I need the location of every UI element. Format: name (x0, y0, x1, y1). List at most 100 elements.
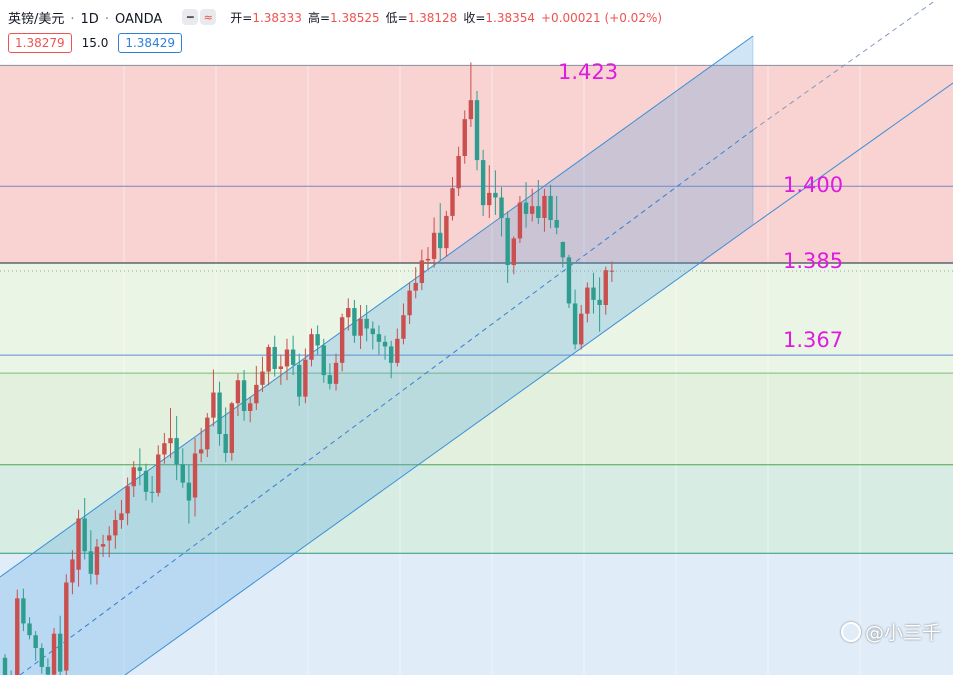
candle (603, 266, 608, 315)
candle (413, 267, 418, 299)
candle-body (523, 202, 529, 214)
candle-body (413, 282, 418, 291)
candle (217, 381, 222, 446)
watermark-logo-icon (840, 621, 861, 642)
candle-body (468, 100, 474, 120)
candle (143, 463, 149, 501)
candle-body (603, 270, 608, 305)
wave-icon[interactable]: ≈ (200, 9, 217, 25)
channel-fill (0, 36, 753, 675)
candle (57, 615, 63, 675)
candle-body (388, 346, 394, 363)
chart-header: 英镑/美元 · 1D · OANDA ━ ≈ 开=1.38333 高=1.38525 低=1… (8, 8, 662, 27)
level-label-1400: 1.400 (783, 173, 844, 197)
candle (94, 538, 100, 585)
candle-body (39, 648, 44, 667)
candle-body (241, 380, 247, 411)
candle-body (217, 392, 222, 435)
candle (401, 303, 406, 345)
candle-body (425, 258, 431, 261)
candle-body (346, 308, 351, 318)
candle-body (474, 100, 480, 161)
candle (107, 526, 112, 558)
candle-body (358, 318, 363, 336)
broker: OANDA (114, 11, 163, 27)
ask-price[interactable]: 1.38429 (118, 33, 182, 53)
candle (254, 365, 259, 410)
candle-body (315, 334, 320, 346)
candle-body (591, 287, 596, 300)
candle (290, 335, 296, 376)
candle-body (536, 206, 541, 218)
ohlc-values: 开=1.38333 高=1.38525 低=1.38128 收=1.38354 +0.0… (230, 9, 662, 26)
candle (198, 427, 204, 463)
change-value: +0.00021 (+0.02%) (541, 10, 663, 25)
resistance-zone (0, 65, 953, 263)
candle (88, 530, 94, 585)
candle-body (198, 449, 204, 454)
candle (327, 363, 333, 390)
candle-body (57, 633, 63, 672)
candle (70, 550, 75, 595)
candle (125, 477, 130, 526)
candle (609, 261, 615, 282)
candle (229, 401, 235, 461)
candle (352, 299, 357, 343)
high-value: 1.38525 (330, 10, 380, 25)
candle-body (480, 160, 486, 206)
candle (27, 617, 32, 640)
candle-body (560, 242, 566, 258)
candle (333, 353, 339, 391)
candle-body (248, 403, 253, 411)
candle-body (272, 346, 277, 369)
candle (284, 338, 290, 381)
candle-body (566, 257, 572, 304)
candle-body (579, 313, 584, 345)
candle-body (235, 380, 241, 404)
candle-body (51, 633, 57, 675)
candle-body (438, 232, 443, 249)
candle-body (450, 188, 455, 216)
candle-body (407, 290, 412, 316)
candle (542, 188, 547, 232)
candle (168, 407, 173, 459)
fib-zone-4 (0, 553, 953, 675)
candle (100, 534, 106, 557)
candle-body (76, 518, 81, 570)
candle-body (94, 546, 100, 575)
candle-body (107, 535, 112, 541)
candle-body (186, 482, 192, 501)
candle-body (401, 315, 406, 339)
candle (425, 247, 431, 270)
candle (192, 438, 198, 517)
candle-body (290, 349, 296, 365)
candle-body (223, 434, 228, 453)
low-label: 低= (385, 10, 408, 25)
candle-body (229, 403, 235, 453)
candle (156, 445, 161, 497)
candle (364, 304, 369, 342)
symbol-info[interactable]: 英镑/美元 · 1D · OANDA (8, 8, 162, 27)
candle (45, 658, 51, 675)
candle (223, 407, 228, 463)
channel-midline-ext (752, 0, 937, 131)
candle-body (156, 454, 161, 493)
candle (235, 373, 241, 417)
candle-body (609, 270, 615, 272)
candle (499, 187, 504, 237)
candle-body (487, 192, 492, 206)
candle (505, 211, 510, 283)
minus-icon[interactable]: ━ (182, 9, 199, 25)
watermark: @小三千 (840, 618, 941, 645)
candle (76, 509, 81, 587)
level-label-1423: 1.423 (558, 60, 619, 84)
level-label-1367: 1.367 (783, 328, 844, 352)
candle (149, 475, 155, 503)
candle (39, 643, 44, 674)
close-value: 1.38354 (485, 10, 535, 25)
candle-body (297, 364, 302, 397)
candle (388, 340, 394, 379)
candle-body (321, 345, 326, 376)
bid-price[interactable]: 1.38279 (8, 33, 72, 53)
